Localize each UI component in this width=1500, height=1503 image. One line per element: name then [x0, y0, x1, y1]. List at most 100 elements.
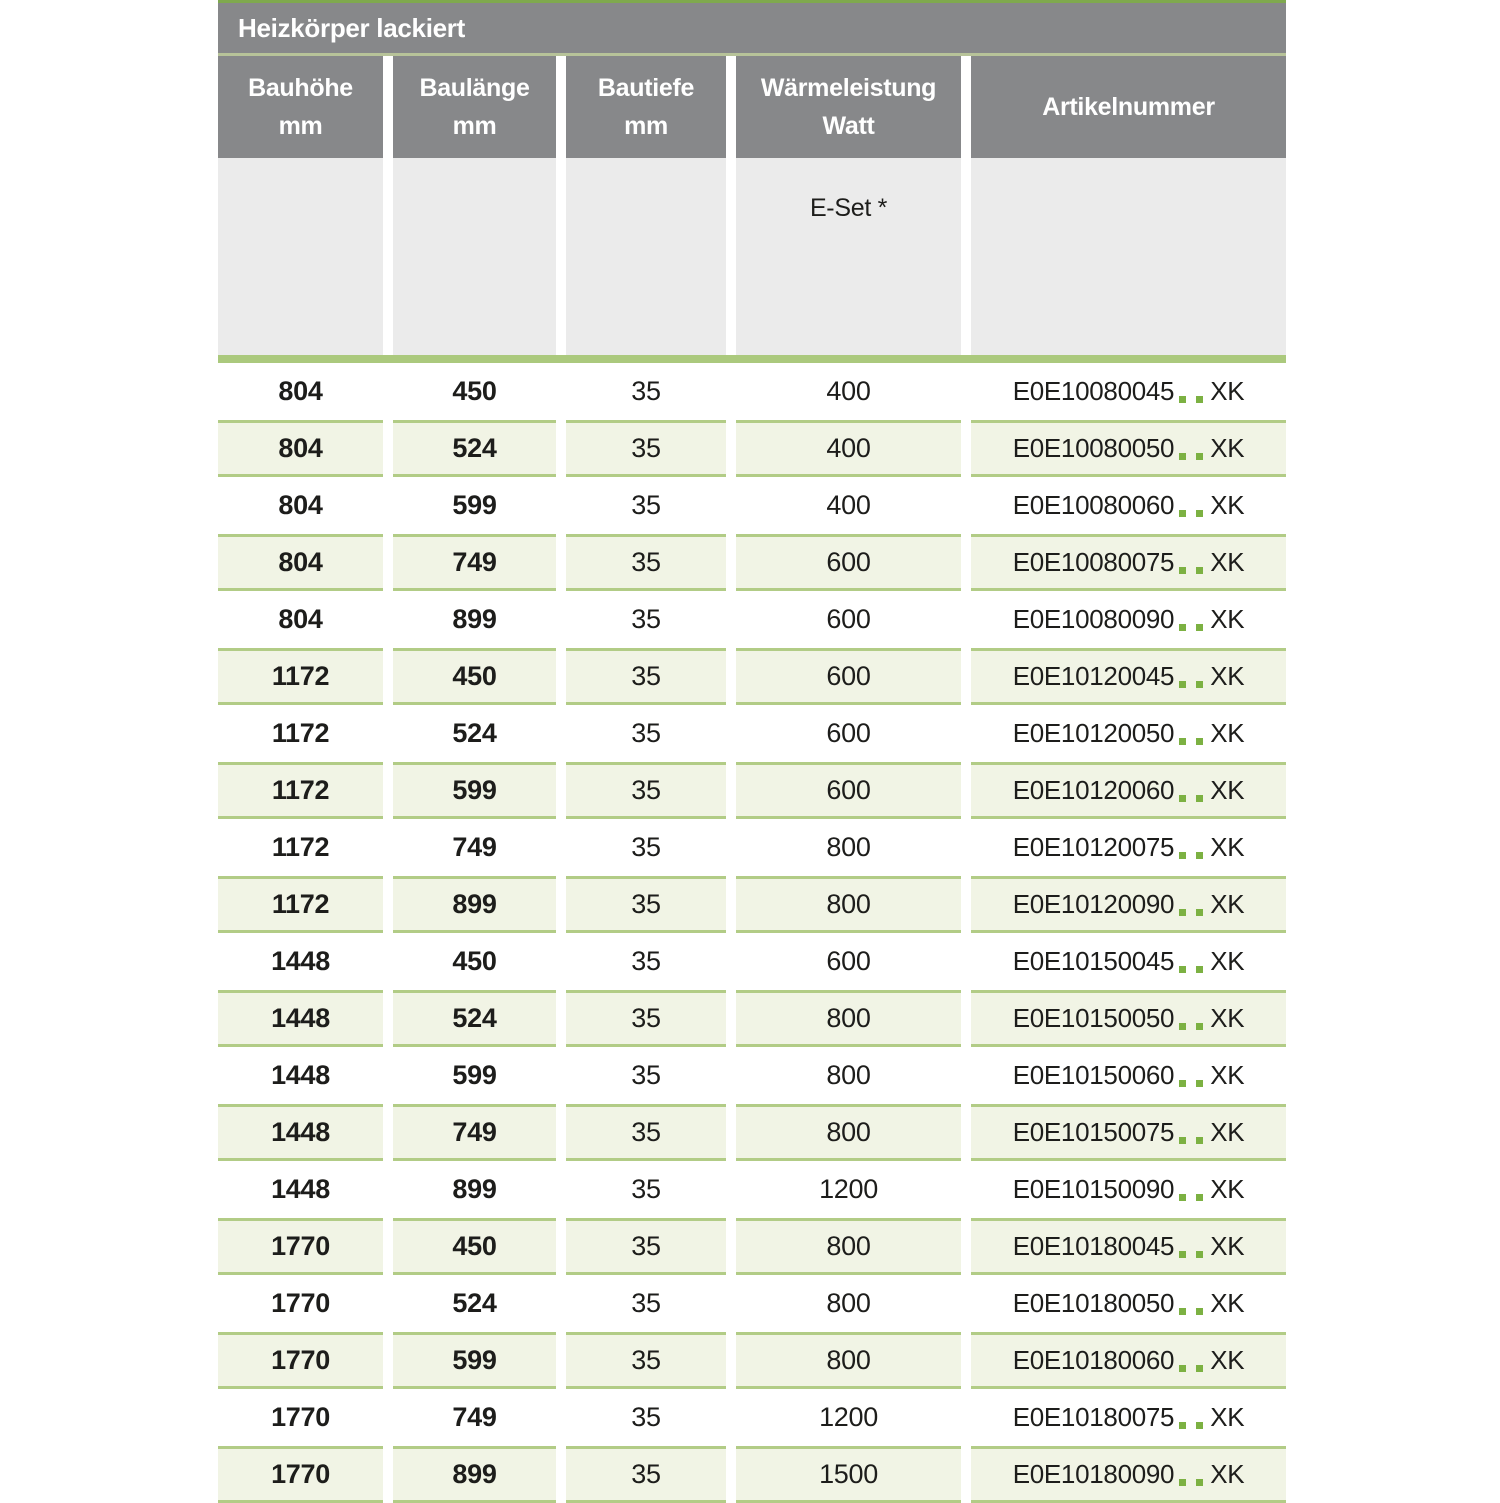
green-dot-icon: [1179, 1023, 1187, 1030]
subheader-cell-bautiefe: [566, 158, 726, 355]
cell-bauhoehe: 804: [218, 420, 383, 477]
cell-bauhoehe: 1770: [218, 1218, 383, 1275]
table-row: 804 450 35 400 E0E10080045 XK: [218, 363, 1286, 420]
cell-artikelnummer: E0E10180075 XK: [971, 1389, 1286, 1446]
artikelnummer-suffix: XK: [1210, 490, 1245, 520]
cell-waermeleistung: 400: [826, 376, 871, 406]
cell-waermeleistung: 1500: [736, 1446, 961, 1503]
cell-artikelnummer: E0E10120050 XK: [971, 705, 1286, 762]
cell-bauhoehe: 804: [278, 376, 323, 406]
table-row: 1770 599 35 800 E0E10180060 XK: [218, 1332, 1286, 1389]
green-dot-icon: [1196, 1023, 1204, 1030]
artikelnummer-prefix: E0E10120050: [1012, 718, 1175, 748]
cell-baulaenge: 749: [452, 1402, 497, 1432]
cell-waermeleistung: 600: [736, 648, 961, 705]
cell-bauhoehe: 1448: [271, 946, 330, 976]
artikelnummer-suffix: XK: [1210, 1117, 1245, 1147]
cell-baulaenge: 599: [452, 1060, 497, 1090]
artikelnummer-prefix: E0E10080045: [1012, 376, 1175, 406]
header-label-line1: Wärmeleistung: [760, 74, 937, 102]
artikelnummer-suffix: XK: [1210, 604, 1245, 634]
cell-baulaenge: 524: [452, 718, 497, 748]
green-dot-icon: [1196, 1479, 1204, 1486]
green-dot-icon: [1179, 966, 1187, 973]
header-label-line1: Bautiefe: [597, 74, 695, 102]
green-dot-icon: [1196, 1080, 1204, 1087]
green-dot-icon: [1196, 795, 1204, 802]
subheader-row: E-Set *: [218, 158, 1286, 355]
green-dot-icon: [1196, 1137, 1204, 1144]
cell-bautiefe: 35: [631, 1402, 661, 1432]
cell-waermeleistung: 800: [736, 1332, 961, 1389]
artikelnummer-prefix: E0E10180050: [1012, 1288, 1175, 1318]
cell-bauhoehe: 1172: [218, 876, 383, 933]
cell-artikelnummer: E0E10080045 XK: [971, 363, 1286, 420]
cell-artikelnummer: E0E10080050 XK: [971, 420, 1286, 477]
column-header-row: Bauhöhe mm Baulänge mm Bautiefe mm Wärme…: [218, 56, 1286, 158]
eset-label: E-Set *: [809, 194, 888, 222]
cell-waermeleistung: 600: [826, 718, 871, 748]
cell-bauhoehe: 804: [278, 490, 323, 520]
cell-baulaenge: 899: [452, 604, 497, 634]
cell-bautiefe: 35: [631, 490, 661, 520]
artikelnummer-prefix: E0E10180075: [1012, 1402, 1175, 1432]
table-row: 1172 599 35 600 E0E10120060 XK: [218, 762, 1286, 819]
artikelnummer-suffix: XK: [1210, 1174, 1245, 1204]
cell-baulaenge: 450: [393, 1218, 556, 1275]
subheader-cell-baulaenge: [393, 158, 556, 355]
green-dot-icon: [1179, 510, 1187, 517]
cell-artikelnummer: E0E10180045 XK: [971, 1218, 1286, 1275]
cell-artikelnummer: E0E10180050 XK: [971, 1275, 1286, 1332]
table-row: 1770 450 35 800 E0E10180045 XK: [218, 1218, 1286, 1275]
column-header-bauhoehe: Bauhöhe mm: [218, 56, 383, 158]
green-dot-icon: [1179, 1365, 1187, 1372]
green-dot-icon: [1196, 909, 1204, 916]
table-row: 804 599 35 400 E0E10080060 XK: [218, 477, 1286, 534]
artikelnummer-prefix: E0E10120060: [1012, 775, 1175, 805]
green-dot-icon: [1179, 1080, 1187, 1087]
header-label-line2: mm: [624, 112, 668, 140]
cell-artikelnummer: E0E10120075 XK: [971, 819, 1286, 876]
table-row: 1172 899 35 800 E0E10120090 XK: [218, 876, 1286, 933]
cell-artikelnummer: E0E10080090 XK: [971, 591, 1286, 648]
green-dot-icon: [1179, 1194, 1187, 1201]
green-dot-icon: [1196, 1422, 1204, 1429]
artikelnummer-prefix: E0E10150060: [1012, 1060, 1175, 1090]
green-dot-icon: [1196, 396, 1204, 403]
cell-waermeleistung: 800: [736, 876, 961, 933]
cell-artikelnummer: E0E10150050 XK: [971, 990, 1286, 1047]
cell-waermeleistung: 400: [736, 420, 961, 477]
artikelnummer-suffix: XK: [1210, 1402, 1245, 1432]
table-row: 1448 450 35 600 E0E10150045 XK: [218, 933, 1286, 990]
cell-bautiefe: 35: [566, 648, 726, 705]
green-dot-icon: [1179, 1479, 1187, 1486]
artikelnummer-prefix: E0E10180060: [1012, 1345, 1175, 1375]
green-dot-icon: [1179, 396, 1187, 403]
column-header-artikelnummer: Artikelnummer: [971, 56, 1286, 158]
top-accent-line: [218, 0, 1286, 3]
cell-bautiefe: 35: [566, 1218, 726, 1275]
cell-bautiefe: 35: [631, 946, 661, 976]
cell-bautiefe: 35: [631, 1288, 661, 1318]
artikelnummer-prefix: E0E10120090: [1012, 889, 1175, 919]
cell-bauhoehe: 1448: [271, 1174, 330, 1204]
cell-baulaenge: 599: [393, 1332, 556, 1389]
artikelnummer-suffix: XK: [1210, 1060, 1245, 1090]
cell-bauhoehe: 1172: [218, 648, 383, 705]
cell-baulaenge: 749: [452, 832, 497, 862]
cell-artikelnummer: E0E10080060 XK: [971, 477, 1286, 534]
artikelnummer-prefix: E0E10150075: [1012, 1117, 1175, 1147]
cell-waermeleistung: 600: [736, 534, 961, 591]
cell-waermeleistung: 600: [736, 762, 961, 819]
cell-bautiefe: 35: [566, 1446, 726, 1503]
green-dot-icon: [1196, 510, 1204, 517]
green-dot-icon: [1196, 567, 1204, 574]
table-row: 804 749 35 600 E0E10080075 XK: [218, 534, 1286, 591]
green-dot-icon: [1196, 852, 1204, 859]
artikelnummer-suffix: XK: [1210, 946, 1245, 976]
cell-waermeleistung: 400: [826, 490, 871, 520]
artikelnummer-prefix: E0E10150045: [1012, 946, 1175, 976]
artikelnummer-suffix: XK: [1210, 1003, 1245, 1033]
cell-baulaenge: 749: [393, 534, 556, 591]
cell-waermeleistung: 800: [736, 1218, 961, 1275]
